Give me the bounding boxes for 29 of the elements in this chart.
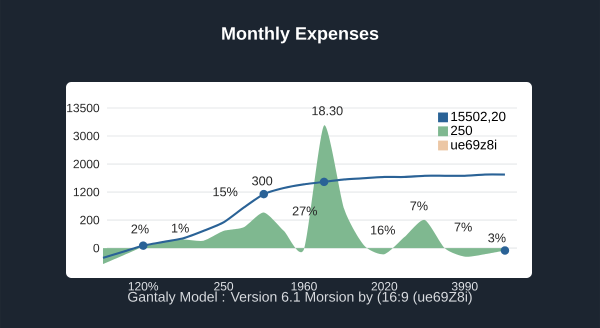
annotation: 15% [213, 187, 238, 196]
text: 1200 [74, 188, 100, 196]
point [138, 241, 148, 250]
annotation: 16% [371, 226, 395, 235]
text: 2000 [74, 160, 100, 168]
annotation: 1% [172, 224, 189, 233]
point [500, 246, 510, 255]
x-tick-label: 120% [128, 282, 158, 291]
annotation: 300 [252, 176, 272, 186]
point [260, 190, 268, 198]
legend-label: 250 [451, 126, 472, 136]
point [320, 178, 328, 186]
x-tick-label: 250 [214, 282, 234, 291]
x-tick-label: 3990 [452, 282, 478, 291]
annotation: 3% [488, 233, 506, 242]
annotation: 7% [454, 222, 472, 232]
annotation: 2% [131, 224, 149, 234]
text: 18.30 [312, 106, 343, 116]
text: 3000 [73, 132, 100, 140]
text: 200 [80, 216, 100, 224]
annotation: 7% [410, 201, 428, 210]
legend-label: 15502,20 [451, 112, 506, 123]
text: 0 [93, 244, 100, 252]
text: 13500 [67, 104, 100, 112]
x-tick-label: 1960 [292, 282, 317, 291]
chart-title: Monthly Expenses [222, 26, 378, 44]
x-tick-label: 2020 [372, 282, 398, 291]
text: Gantaly Model : Version 6.1 Morsion by (16:9 (ue69Z8i) [128, 291, 472, 305]
legend-label: ue69z8i [451, 140, 496, 150]
